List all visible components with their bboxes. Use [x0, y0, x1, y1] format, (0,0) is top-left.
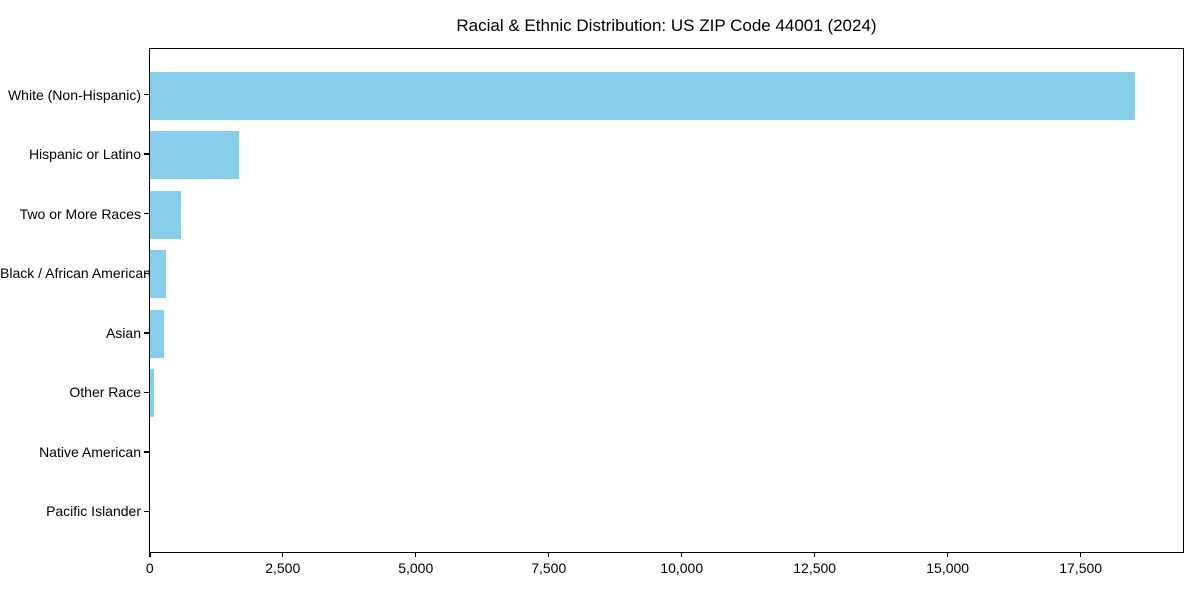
- bar-black-african-american: [150, 250, 166, 299]
- y-tick-mark: [144, 332, 149, 334]
- bar-white-non-hispanic: [150, 71, 1136, 120]
- bar-asian: [150, 309, 165, 358]
- y-tick-mark: [144, 93, 149, 96]
- x-tick-mark: [680, 552, 683, 557]
- x-tick-label: 17,500: [1059, 560, 1103, 576]
- x-tick-mark: [281, 552, 284, 557]
- y-axis-label-other-race: Other Race: [69, 384, 141, 401]
- bar-hispanic-or-latino: [150, 131, 239, 180]
- x-tick-label: 0: [145, 560, 154, 576]
- y-axis-label-native-american: Native American: [39, 443, 141, 460]
- x-tick-label: 15,000: [926, 560, 970, 576]
- y-axis-label-asian: Asian: [105, 324, 141, 341]
- y-axis-label-white-non-hispanic: White (Non-Hispanic): [7, 86, 141, 103]
- x-tick-mark: [547, 552, 550, 557]
- x-tick-label: 5,000: [398, 560, 434, 576]
- x-tick-mark: [149, 552, 151, 557]
- y-tick-mark: [144, 451, 149, 453]
- plot-area: [149, 48, 1184, 553]
- chart-title: Racial & Ethnic Distribution: US ZIP Cod…: [456, 16, 877, 35]
- y-tick-mark: [144, 391, 149, 394]
- x-tick-mark: [414, 552, 417, 557]
- x-tick-mark: [1079, 552, 1082, 557]
- y-tick-mark: [144, 212, 149, 215]
- x-tick-mark: [946, 552, 949, 557]
- y-tick-mark: [144, 272, 149, 274]
- x-tick-label: 2,500: [265, 560, 301, 576]
- y-axis-label-pacific-islander: Pacific Islander: [46, 503, 141, 520]
- y-tick-mark: [144, 153, 149, 155]
- bar-other-race: [150, 369, 154, 418]
- x-tick-label: 10,000: [660, 560, 704, 576]
- x-tick-label: 7,500: [531, 560, 567, 576]
- bar-two-or-more-races: [150, 190, 181, 239]
- y-axis-label-black-african-american: Black / African American: [0, 265, 151, 282]
- y-tick-mark: [144, 510, 149, 513]
- x-tick-mark: [813, 552, 816, 557]
- y-axis-label-hispanic-or-latino: Hispanic or Latino: [28, 146, 141, 163]
- x-tick-label: 12,500: [793, 560, 837, 576]
- y-axis-label-two-or-more-races: Two or More Races: [19, 205, 141, 222]
